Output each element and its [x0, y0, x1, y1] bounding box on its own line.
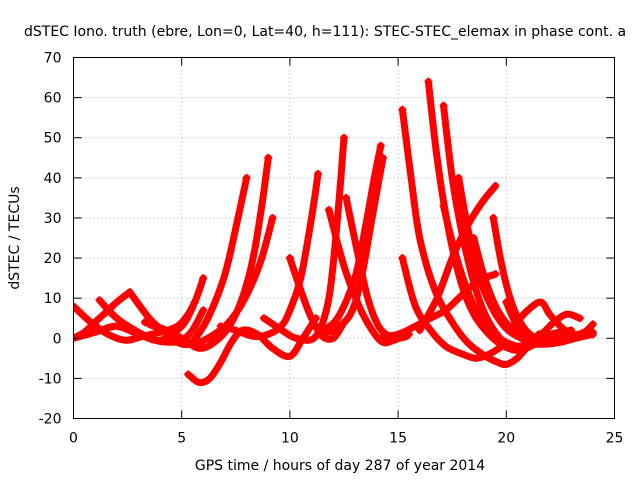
- series-25-marker: [502, 298, 511, 307]
- series-3-line: [73, 288, 134, 342]
- series-16-marker: [491, 270, 500, 279]
- y-axis-title: dSTEC / TECUs: [7, 186, 23, 289]
- series-25-marker: [575, 314, 584, 323]
- series-15-marker: [378, 153, 387, 162]
- series-10-line: [260, 134, 348, 344]
- series-26-line: [509, 298, 597, 339]
- y-tick-label: 40: [44, 171, 62, 187]
- series-8-marker: [184, 370, 193, 379]
- y-tick-label: 10: [44, 291, 62, 307]
- data-series: [73, 77, 597, 387]
- series-24-marker: [588, 328, 597, 337]
- series-5-marker: [125, 288, 134, 297]
- series-7-line: [145, 214, 277, 349]
- y-tick-label: 0: [53, 331, 62, 347]
- series-11-marker: [285, 254, 294, 263]
- x-tick-label: 25: [606, 431, 624, 447]
- x-axis-title: GPS time / hours of day 287 of year 2014: [195, 458, 485, 474]
- x-tick-labels: 0 5 10 15 20 25: [69, 431, 623, 447]
- series-15-marker: [318, 328, 327, 337]
- series-9-marker: [314, 169, 323, 178]
- chart-title: dSTEC Iono. truth (ebre, Lon=0, Lat=40, …: [24, 24, 626, 40]
- x-tick-label: 15: [389, 431, 407, 447]
- series-8-line: [184, 314, 320, 387]
- series-14-line: [318, 142, 385, 334]
- series-6-marker: [264, 153, 273, 162]
- series-4-line: [96, 296, 207, 346]
- series-12-marker: [324, 205, 333, 214]
- series-23-marker: [469, 234, 478, 242]
- series-18-line: [398, 106, 543, 369]
- series-26-marker: [508, 322, 517, 331]
- series-20-marker: [439, 101, 448, 110]
- series-1-marker: [199, 274, 208, 283]
- series-22-marker: [439, 201, 448, 210]
- series-17-marker: [398, 254, 407, 263]
- x-tick-label: 5: [177, 431, 186, 447]
- series-9-marker: [216, 322, 225, 331]
- y-tick-label: 70: [44, 51, 62, 67]
- grid-lines: [73, 57, 615, 419]
- y-tick-label: 30: [44, 211, 62, 227]
- series-24-marker: [489, 213, 498, 222]
- series-11-line: [286, 254, 346, 343]
- series-18-marker: [398, 105, 407, 114]
- series-26-marker: [588, 320, 597, 329]
- series-27-marker: [415, 326, 424, 335]
- series-13-marker: [342, 193, 351, 202]
- series-19-marker: [424, 77, 433, 86]
- series-10-marker: [259, 314, 268, 323]
- series-7-marker: [268, 213, 277, 222]
- y-tick-label: 50: [44, 131, 62, 147]
- series-14-marker: [376, 141, 385, 150]
- series-group: [73, 77, 597, 387]
- y-tick-label: -10: [39, 371, 62, 387]
- series-2-marker: [190, 298, 199, 307]
- series-21-marker: [454, 173, 463, 182]
- x-tick-label: 10: [281, 431, 299, 447]
- series-27-marker: [491, 181, 500, 190]
- series-7-marker: [145, 320, 154, 329]
- y-tick-labels: -20 -10 0 10 20 30 40 50 60 70: [39, 51, 62, 428]
- series-4-marker: [95, 296, 104, 305]
- plot-frame: [73, 57, 615, 419]
- series-13-line: [342, 194, 411, 342]
- series-10-marker: [340, 133, 348, 142]
- y-tick-label: 60: [44, 91, 62, 107]
- y-tick-label: 20: [44, 251, 62, 267]
- y-tick-label: -20: [39, 412, 62, 428]
- series-2-marker: [73, 302, 78, 311]
- series-27-line: [416, 182, 499, 334]
- series-5-marker: [242, 173, 251, 182]
- series-4-marker: [199, 306, 208, 315]
- x-tick-label: 20: [497, 431, 515, 447]
- axis-ticks: [73, 57, 615, 419]
- series-15-line: [318, 154, 387, 336]
- x-tick-label: 0: [69, 431, 78, 447]
- series-16-marker: [378, 332, 387, 341]
